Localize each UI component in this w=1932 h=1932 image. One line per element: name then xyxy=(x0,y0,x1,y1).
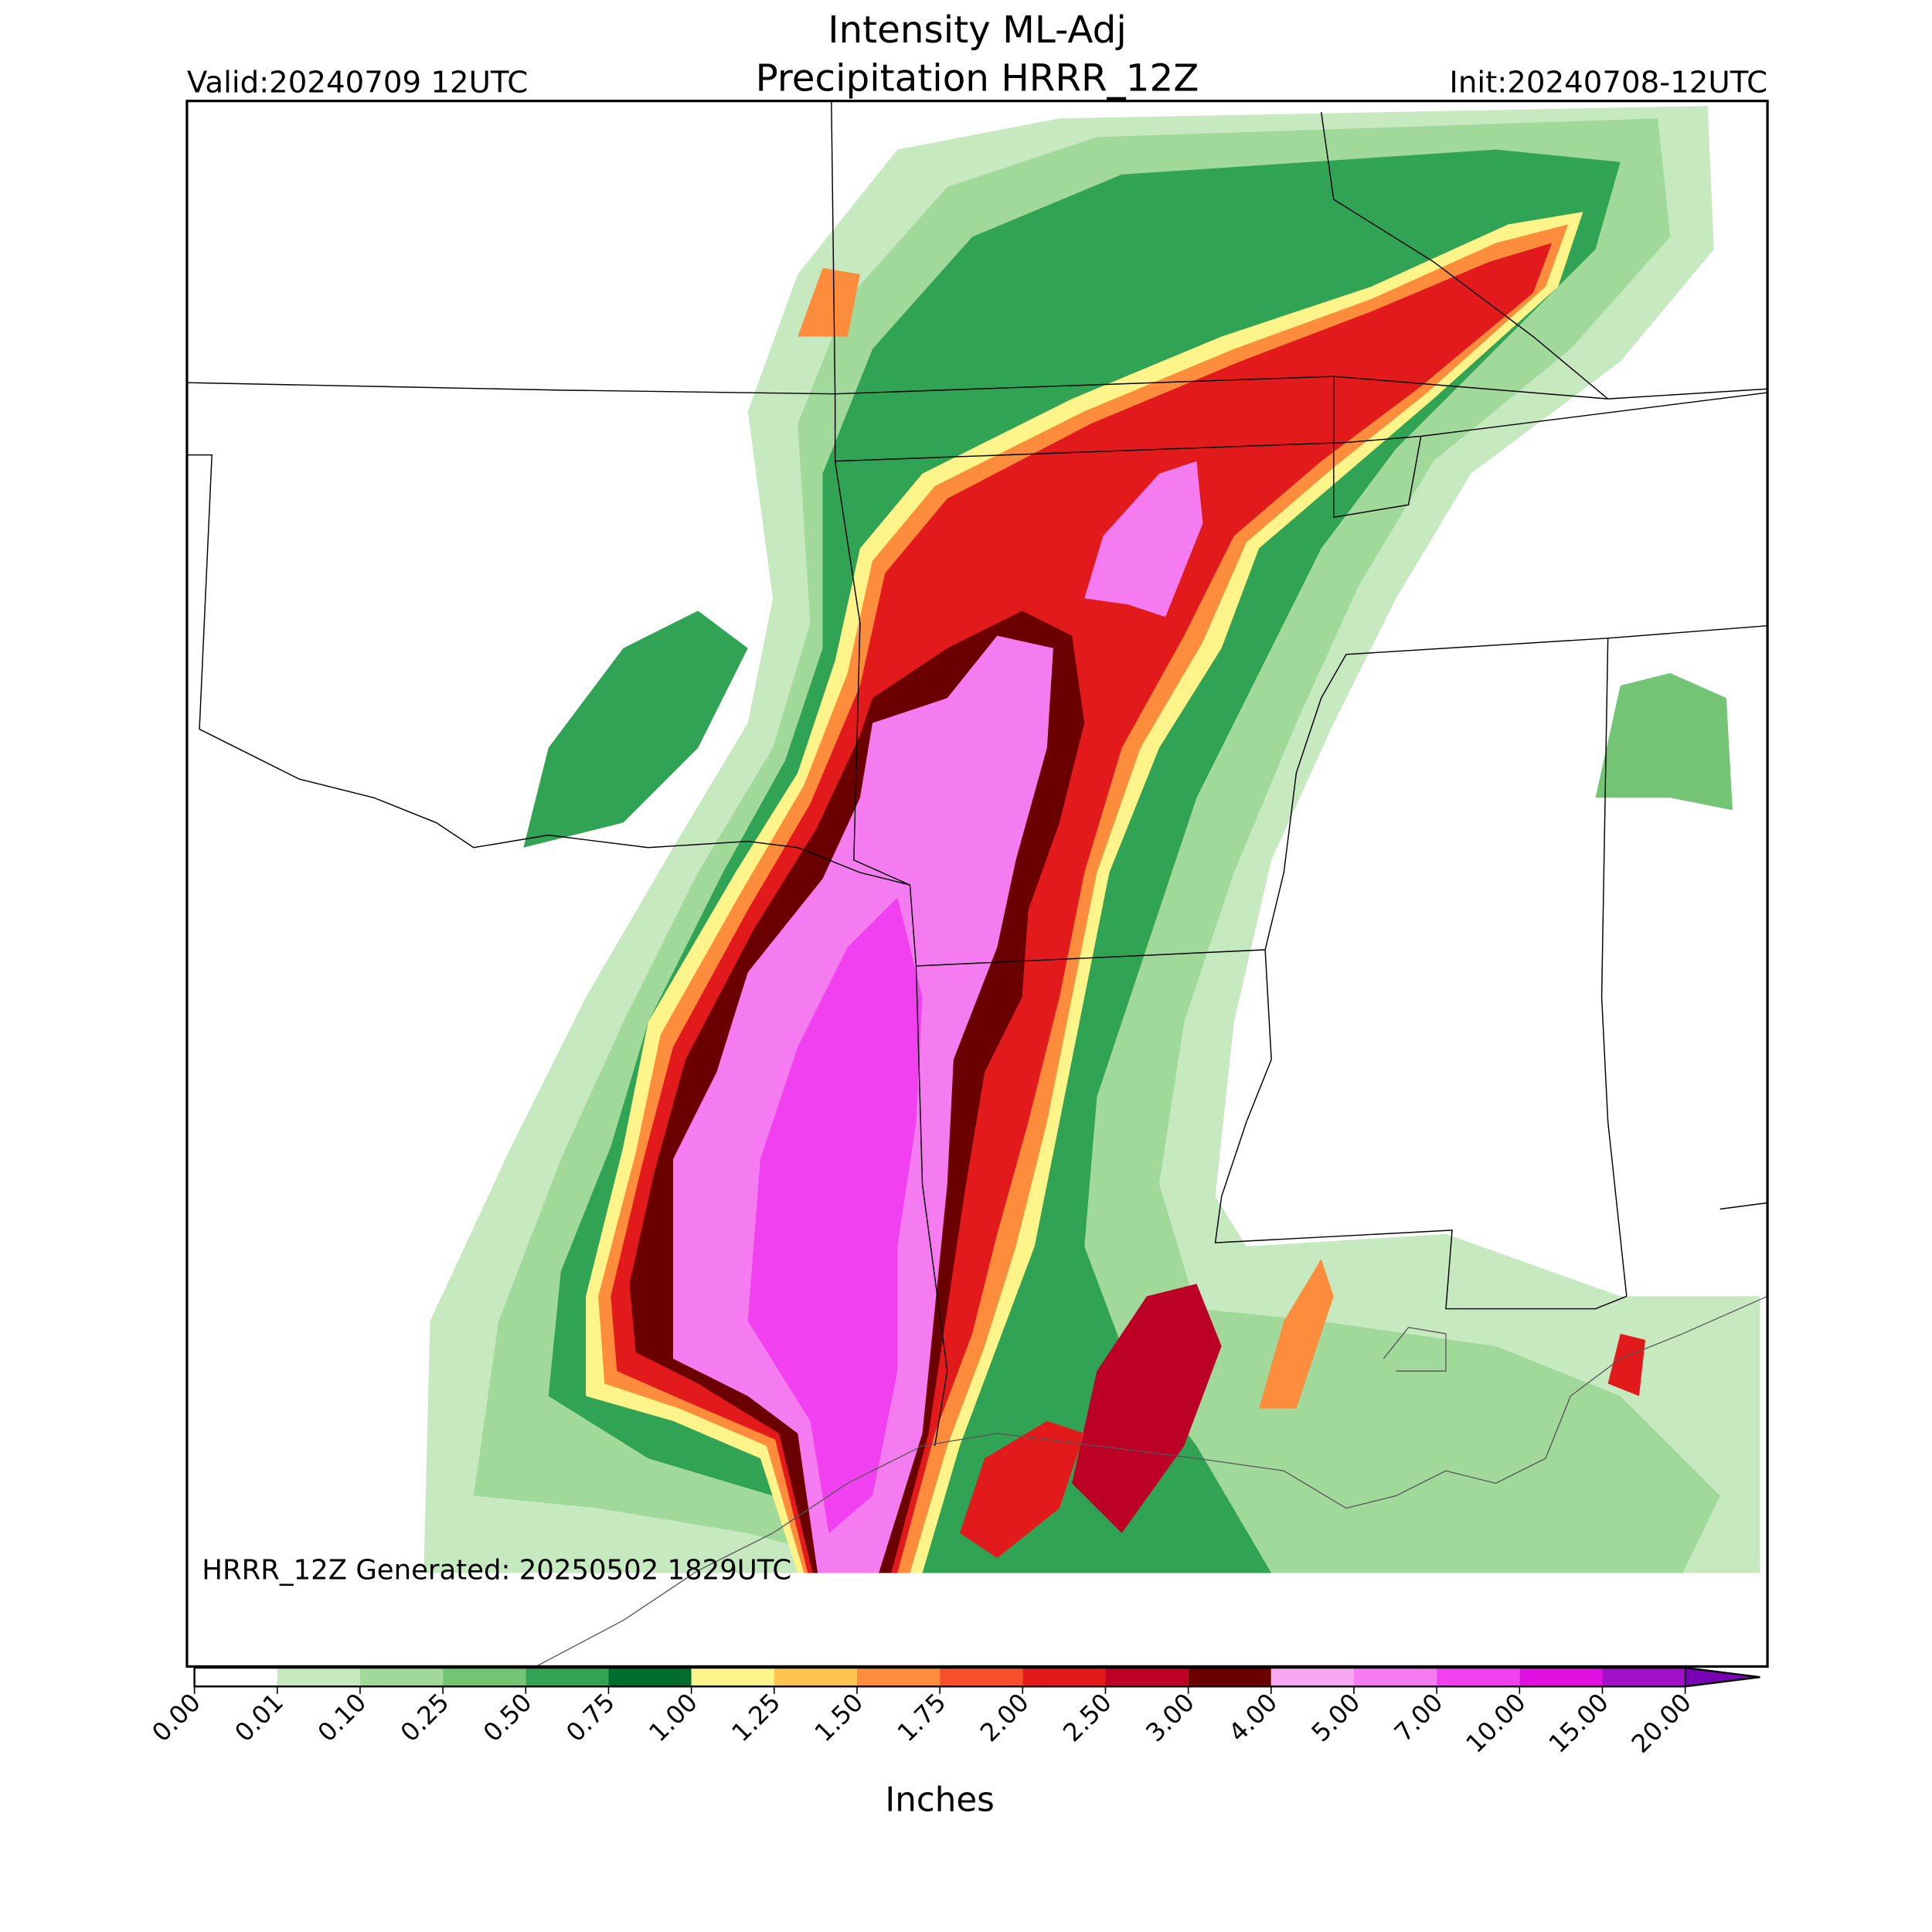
state-boundary xyxy=(831,100,1768,462)
colorbar-extend xyxy=(1684,1667,1760,1688)
colorbar-tick-label: 0.01 xyxy=(229,1688,289,1748)
state-boundary xyxy=(915,965,948,1447)
state-boundary xyxy=(1333,376,1422,519)
colorbar-segment xyxy=(1602,1668,1685,1687)
colorbar-tick-label: 20.00 xyxy=(1626,1688,1697,1759)
colorbar-tick-label: 2.50 xyxy=(1057,1688,1117,1748)
colorbar-tick-label: 7.00 xyxy=(1389,1688,1449,1748)
precip-area xyxy=(1084,461,1203,617)
colorbar-tick-label: 1.25 xyxy=(726,1688,786,1748)
colorbar-segment xyxy=(691,1668,774,1687)
state-boundary xyxy=(1600,638,1628,1297)
title-line-1: Intensity ML-Adj xyxy=(828,9,1127,52)
footer-text: HRRR_12Z Generated: 20250502 1829UTC xyxy=(202,1555,791,1587)
colorbar-segment xyxy=(856,1668,940,1687)
state-boundary xyxy=(1719,1202,1768,1210)
colorbar-tick-label: 0.50 xyxy=(478,1688,538,1748)
colorbar-tick-label: 0.75 xyxy=(560,1688,621,1748)
colorbar-tick-label: 15.00 xyxy=(1543,1688,1614,1759)
precip-area xyxy=(747,897,923,1533)
valid-time: Valid:20240709 12UTC xyxy=(187,65,528,100)
colorbar-segment xyxy=(1105,1668,1189,1687)
colorbar-segment xyxy=(443,1668,526,1687)
colorbar-tick-label: 5.00 xyxy=(1306,1688,1366,1748)
colorbar-tick-label: 1.75 xyxy=(892,1688,952,1748)
precip-area xyxy=(1607,1333,1646,1396)
colorbar-tick-label: 0.00 xyxy=(146,1688,206,1748)
coastline xyxy=(536,1295,1768,1667)
colorbar-segment xyxy=(1270,1668,1354,1687)
colorbar-segment xyxy=(526,1668,609,1687)
coastline xyxy=(1383,1327,1447,1372)
colorbar-segment xyxy=(359,1668,444,1687)
colorbar-segment xyxy=(1022,1668,1106,1687)
colorbar-tick-label: 2.00 xyxy=(975,1688,1035,1748)
colorbar-segment xyxy=(608,1668,692,1687)
precip-area xyxy=(798,267,860,337)
colorbar-tick-label: 1.00 xyxy=(643,1688,703,1748)
colorbar-segment xyxy=(1519,1668,1603,1687)
colorbar-segment xyxy=(1437,1668,1520,1687)
state-boundary xyxy=(186,376,1768,400)
precip-area xyxy=(1072,1284,1222,1533)
precip-area xyxy=(523,611,748,848)
state-boundary xyxy=(1320,112,1609,400)
map xyxy=(185,100,1769,1668)
init-time: Init:20240708-12UTC xyxy=(1449,65,1767,100)
colorbar-segment xyxy=(774,1668,857,1687)
title-line-2: Precipitation HRRR_12Z xyxy=(756,57,1199,100)
colorbar-segment xyxy=(1353,1668,1437,1687)
colorbar-tick-label: 3.00 xyxy=(1140,1688,1200,1748)
colorbar-label: Inches xyxy=(885,1781,994,1820)
colorbar-segment xyxy=(277,1668,360,1687)
colorbar-tick-label: 4.00 xyxy=(1223,1688,1283,1748)
colorbar-segment xyxy=(194,1668,277,1687)
colorbar-outline xyxy=(193,1666,1760,1688)
colorbar: 0.00 0.01 0.10 0.25 0.50 0.75 1.00 1.25 1.50 1.75… xyxy=(146,1666,1760,1759)
colorbar-tick-label: 0.10 xyxy=(312,1688,372,1748)
precip-area xyxy=(1595,672,1733,811)
colorbar-segment xyxy=(940,1668,1023,1687)
colorbar-tick-label: 10.00 xyxy=(1460,1688,1531,1759)
state-boundary xyxy=(834,461,1768,967)
map-frame xyxy=(185,100,1769,1668)
precip-area xyxy=(1259,1259,1334,1409)
colorbar-tick-label: 1.50 xyxy=(809,1688,869,1748)
precip-area xyxy=(959,1420,1085,1559)
colorbar-segment xyxy=(1188,1668,1271,1687)
state-boundary xyxy=(1214,949,1628,1310)
colorbar-tick-label: 0.25 xyxy=(395,1688,455,1748)
state-boundary xyxy=(186,454,910,886)
